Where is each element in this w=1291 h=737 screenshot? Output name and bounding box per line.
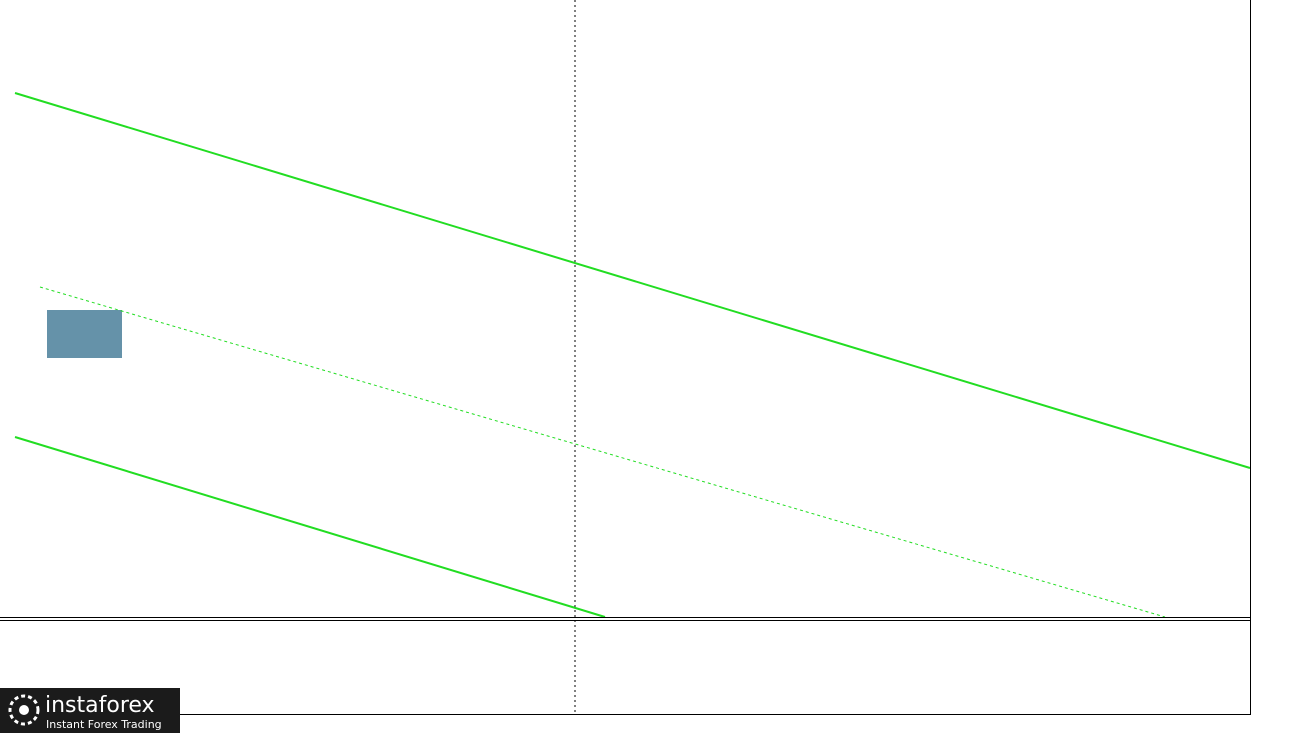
channel-upper bbox=[14, 92, 1251, 469]
logo: instaforex Instant Forex Trading bbox=[0, 688, 180, 733]
logo-icon bbox=[19, 705, 29, 715]
logo-bg bbox=[0, 688, 180, 733]
logo-name: instaforex bbox=[45, 693, 155, 718]
highlight-box bbox=[47, 310, 122, 358]
channel-lower bbox=[14, 436, 606, 618]
logo-tagline: Instant Forex Trading bbox=[46, 718, 162, 731]
logo-icon bbox=[8, 694, 40, 726]
